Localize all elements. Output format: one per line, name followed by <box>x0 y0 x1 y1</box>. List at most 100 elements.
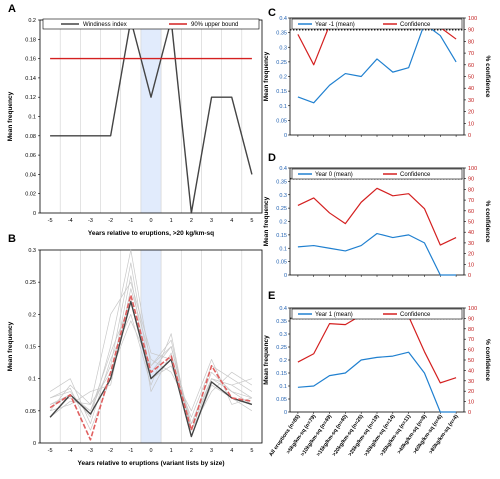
panel-A-ytick-label: 0.18 <box>25 37 36 43</box>
panel-C-y2tick-label: 20 <box>468 110 474 116</box>
panel-A-ytick-label: 0.16 <box>25 57 36 63</box>
panel-D-y2tick-label: 30 <box>468 241 474 247</box>
panel-D-y2tick-label: 0 <box>468 273 471 279</box>
panel-C-ylabel: Mean frequency <box>263 51 270 101</box>
panel-A-xtick-label: -2 <box>108 218 113 224</box>
panel-B-ytick-label: 0.15 <box>25 345 36 351</box>
panel-D-ytick-label: 0.15 <box>276 233 287 239</box>
panel-B-xtick-label: -5 <box>48 448 53 454</box>
panel-C-y2tick-label: 60 <box>468 63 474 69</box>
panel-E-y2tick-label: 30 <box>468 379 474 385</box>
panel-B-xtick-label: 1 <box>170 448 173 454</box>
panel-D-series-line-0 <box>297 232 457 276</box>
panel-A-ytick-label: 0.08 <box>25 134 36 140</box>
panel-C-letter: C <box>268 7 276 19</box>
panel-D-y2tick-label: 10 <box>468 262 474 268</box>
panel-B-ylabel: Mean frequency <box>7 321 14 371</box>
panel-A-xtick-label: 0 <box>149 218 152 224</box>
panel-D-y2tick-label: 20 <box>468 252 474 258</box>
panel-B-letter: B <box>8 233 16 245</box>
panel-C-y2tick-label: 70 <box>468 51 474 57</box>
panel-E-y2tick-label: 90 <box>468 316 474 322</box>
panel-E-y2tick-label: 50 <box>468 358 474 364</box>
panel-D-ytick-label: 0.35 <box>276 179 287 185</box>
panel-B-xtick-label: 5 <box>250 448 253 454</box>
panel-B-series-line-9 <box>49 320 253 431</box>
panel-E-ytick-label: 0.35 <box>276 319 287 325</box>
panel-A-xtick-label: 2 <box>190 218 193 224</box>
panel-E-legend-label-0: Year 1 (mean) <box>315 312 353 318</box>
panel-D-y2tick-label: 100 <box>468 166 477 172</box>
panel-B-ytick-label: 0.25 <box>25 280 36 286</box>
panel-A-ytick-label: 0.12 <box>25 95 36 101</box>
panel-C-series-line-0 <box>297 23 457 104</box>
panel-E-series-line-0 <box>297 351 457 413</box>
panel-D-ytick-label: 0.25 <box>276 206 287 212</box>
panel-E-y2tick-label: 100 <box>468 306 477 312</box>
panel-E-ytick-label: 0.15 <box>276 371 287 377</box>
panel-E-y2tick-label: 40 <box>468 368 474 374</box>
panel-A-ytick-label: 0.2 <box>28 18 36 24</box>
panel-B-highlight-band <box>140 250 162 443</box>
panel-C-ytick-label: 0.25 <box>276 60 287 66</box>
panel-D-ytick-label: 0.2 <box>279 220 287 226</box>
panel-D-legend <box>291 168 463 180</box>
panel-D-y2tick-label: 40 <box>468 230 474 236</box>
panel-A-xtick-label: -5 <box>48 218 53 224</box>
panel-A-ytick-label: 0.04 <box>25 172 36 178</box>
panel-C-frame <box>289 17 465 136</box>
panel-D-y2tick-label: 80 <box>468 187 474 193</box>
panel-A-ylabel: Mean frequency <box>7 91 14 141</box>
panel-D-legend-label-1: Confidence <box>400 172 431 178</box>
panel-B-series-line-7 <box>49 275 253 431</box>
panel-A-legend-label-1: 90% upper bound <box>191 22 238 28</box>
panel-E-ylabel: Mean frequency <box>263 335 270 385</box>
panel-A-highlight-band <box>140 20 162 213</box>
panel-D-ylabel: Mean frequency <box>263 196 270 246</box>
panel-A-xtick-label: -3 <box>88 218 93 224</box>
panel-B-xtick-label: 4 <box>230 448 233 454</box>
panel-D-ytick-label: 0.1 <box>279 246 287 252</box>
panel-A-xtick-label: 5 <box>250 218 253 224</box>
panel-B-series-line-5 <box>49 313 253 437</box>
panel-E-y2tick-label: 20 <box>468 389 474 395</box>
panel-E-category-label: >80kg/km-sq (n=4) <box>428 414 460 456</box>
panel-B-xtick-label: -4 <box>68 448 73 454</box>
panel-A-letter: A <box>8 3 16 15</box>
panel-A-xtick-label: 1 <box>170 218 173 224</box>
panel-A-ytick-label: 0.14 <box>25 76 36 82</box>
panel-B-ytick-label: 0.05 <box>25 409 36 415</box>
panel-C-y2tick-label: 50 <box>468 75 474 81</box>
panel-A-ytick-label: 0.1 <box>28 115 36 121</box>
panel-C-y2tick-label: 90 <box>468 28 474 34</box>
panel-E-legend <box>291 308 463 320</box>
panel-C-ytick-label: 0.05 <box>276 118 287 124</box>
panel-E-ytick-label: 0.25 <box>276 345 287 351</box>
panel-C-ytick-label: 0.1 <box>279 104 287 110</box>
panel-E-y2tick-label: 60 <box>468 348 474 354</box>
panel-C-ytick-label: 0.4 <box>279 16 287 22</box>
panel-A-ytick-label: 0 <box>33 211 36 217</box>
panel-C-y2tick-label: 80 <box>468 39 474 45</box>
panel-E-frame <box>289 307 465 413</box>
panel-C-ytick-label: 0.35 <box>276 31 287 37</box>
panel-E-ytick-label: 0.3 <box>279 332 287 338</box>
panel-C-ytick-label: 0 <box>284 133 287 139</box>
panel-B-xtick-label: -1 <box>128 448 133 454</box>
panel-D-y2label: % confidence <box>484 201 491 243</box>
panel-A-xtick-label: 3 <box>210 218 213 224</box>
panel-E-letter: E <box>268 290 275 302</box>
panel-C-ytick-label: 0.2 <box>279 75 287 81</box>
panel-A-xtick-label: 4 <box>230 218 233 224</box>
panel-B-ytick-label: 0.3 <box>28 248 36 254</box>
panel-C-ytick-label: 0.15 <box>276 89 287 95</box>
panel-E-y2tick-label: 70 <box>468 337 474 343</box>
panel-B-xtick-label: 3 <box>210 448 213 454</box>
panel-E-y2tick-label: 0 <box>468 410 471 416</box>
panel-C-legend-label-0: Year -1 (mean) <box>315 22 355 28</box>
panel-E-ytick-label: 0.1 <box>279 384 287 390</box>
panel-B-xtick-label: -3 <box>88 448 93 454</box>
panel-C-legend <box>291 18 463 30</box>
panel-B-xlabel: Years relative to eruptions (variant lis… <box>77 460 224 467</box>
